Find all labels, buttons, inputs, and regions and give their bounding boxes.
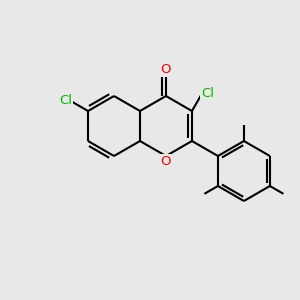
Text: Cl: Cl: [59, 94, 72, 107]
Text: O: O: [161, 154, 171, 168]
Text: O: O: [161, 63, 171, 76]
Text: Cl: Cl: [201, 87, 214, 101]
